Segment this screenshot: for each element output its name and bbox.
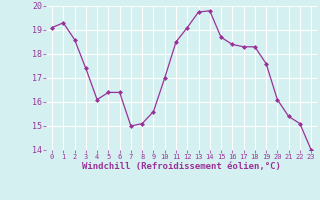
X-axis label: Windchill (Refroidissement éolien,°C): Windchill (Refroidissement éolien,°C) (82, 162, 281, 171)
